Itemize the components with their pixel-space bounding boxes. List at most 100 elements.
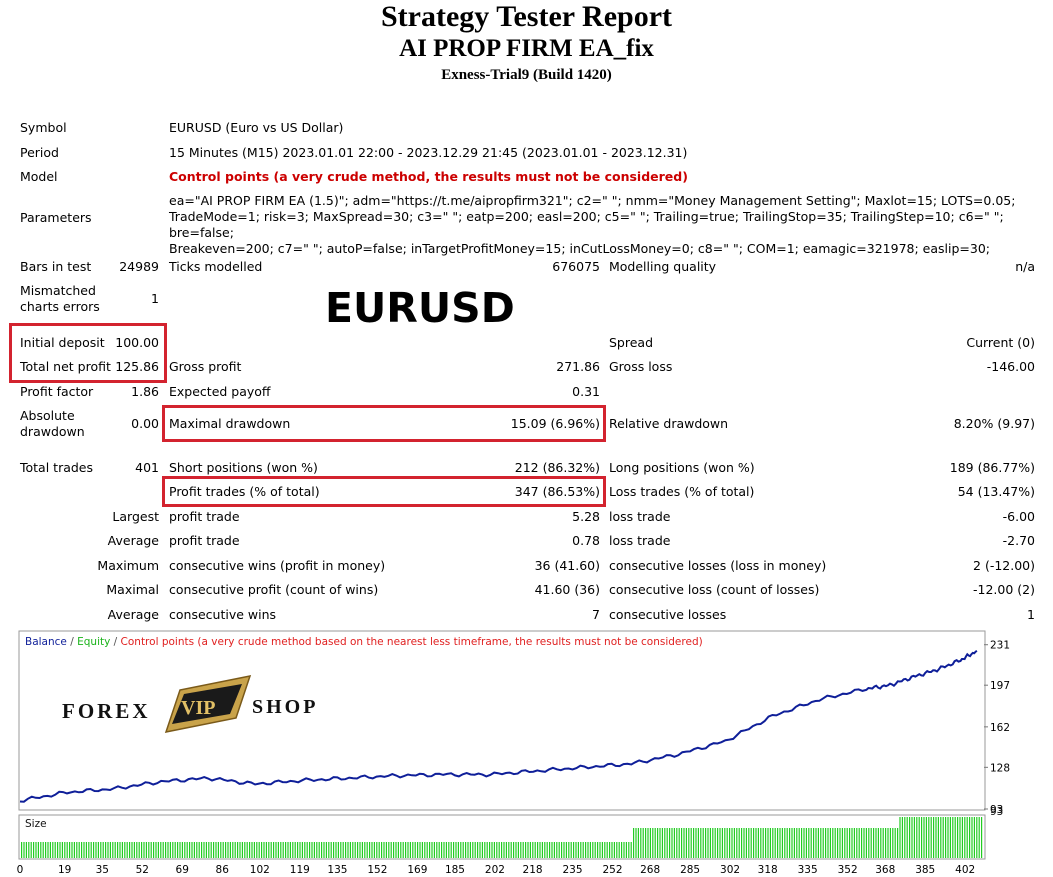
size-bar — [810, 828, 812, 858]
size-bar — [784, 828, 786, 858]
size-bar — [834, 828, 836, 858]
y-tick-label: 231 — [990, 640, 1010, 652]
forex-vip-watermark: FOREX VIP SHOP — [62, 675, 318, 733]
deposit-value: 100.00 — [115, 335, 159, 350]
size-bar — [683, 828, 685, 858]
size-bar — [594, 842, 596, 858]
size-bar — [210, 842, 212, 858]
x-tick-label: 0 — [17, 864, 24, 876]
size-bar — [856, 828, 858, 858]
size-bar — [445, 842, 447, 858]
size-bar — [292, 842, 294, 858]
size-bar — [419, 842, 421, 858]
size-bar — [551, 842, 553, 858]
size-bar — [294, 842, 296, 858]
size-bar — [90, 842, 92, 858]
size-bar — [215, 842, 217, 858]
size-bar — [333, 842, 335, 858]
size-bar — [762, 828, 764, 858]
size-bar — [851, 828, 853, 858]
size-bar — [73, 842, 75, 858]
size-bar — [119, 842, 121, 858]
size-bar — [124, 842, 126, 858]
y-axis: 231 197 162 128 93 — [984, 640, 1010, 816]
ticks-label: Ticks modelled — [169, 259, 263, 274]
size-bar — [232, 842, 234, 858]
size-bar — [690, 828, 692, 858]
size-bar — [234, 842, 236, 858]
size-bar — [304, 842, 306, 858]
size-bar — [441, 842, 443, 858]
size-bar — [705, 828, 707, 858]
size-bar — [613, 842, 615, 858]
size-bar — [577, 842, 579, 858]
size-bar — [625, 842, 627, 858]
size-bar — [261, 842, 263, 858]
size-bar — [345, 842, 347, 858]
size-bar — [172, 842, 174, 858]
size-bar — [741, 828, 743, 858]
size-bar — [237, 842, 239, 858]
size-bar — [688, 828, 690, 858]
size-bar — [616, 842, 618, 858]
maximum-label: Maximum — [97, 558, 159, 573]
size-bar — [712, 828, 714, 858]
size-bar — [736, 828, 738, 858]
size-bar — [793, 828, 795, 858]
size-bar — [952, 817, 954, 858]
x-tick-label: 352 — [838, 864, 858, 876]
x-tick-label: 318 — [758, 864, 778, 876]
size-bar — [299, 842, 301, 858]
size-bar — [865, 828, 867, 858]
size-bar — [405, 842, 407, 858]
expected-payoff-value: 0.31 — [572, 384, 600, 399]
size-bar — [923, 817, 925, 858]
size-bar — [861, 828, 863, 858]
size-bar — [606, 842, 608, 858]
average-profit-value: 0.78 — [572, 533, 600, 548]
size-bar — [347, 842, 349, 858]
y-tick-label: 128 — [990, 762, 1010, 774]
size-bar — [383, 842, 385, 858]
size-bar — [93, 842, 95, 858]
size-bar — [328, 842, 330, 858]
size-bar — [765, 828, 767, 858]
size-bar — [877, 828, 879, 858]
size-bar — [71, 842, 73, 858]
profit-factor-label: Profit factor — [20, 384, 94, 399]
size-bar — [388, 842, 390, 858]
size-bar — [745, 828, 747, 858]
size-bar — [189, 842, 191, 858]
size-bar — [357, 842, 359, 858]
size-bar — [913, 817, 915, 858]
size-bar — [395, 842, 397, 858]
size-bar — [777, 828, 779, 858]
x-tick-label: 169 — [407, 864, 427, 876]
size-bar — [685, 828, 687, 858]
maximal-cons-profit-label: consecutive profit (count of wins) — [169, 582, 379, 597]
avg-cons-wins-value: 7 — [592, 607, 600, 622]
watermark-right: SHOP — [252, 696, 318, 718]
size-bar — [443, 842, 445, 858]
size-bar — [217, 842, 219, 858]
size-bar — [450, 842, 452, 858]
chart-frame — [18, 630, 986, 811]
size-bar — [141, 842, 143, 858]
size-bar — [563, 842, 565, 858]
size-bar — [570, 842, 572, 858]
size-bar — [472, 842, 474, 858]
size-bar — [628, 842, 630, 858]
size-bar — [669, 828, 671, 858]
x-tick-label: 152 — [367, 864, 387, 876]
size-bar — [239, 842, 241, 858]
x-axis: 0 19 35 52 69 86 102 119 135 152 169 185 202 218 235 25… — [17, 864, 976, 876]
size-bar — [841, 828, 843, 858]
mismatch-value: 1 — [151, 291, 159, 306]
max-cons-wins-value: 36 (41.60) — [534, 558, 600, 573]
abs-drawdown-value: 0.00 — [131, 416, 159, 431]
size-bar — [642, 828, 644, 858]
size-bar — [25, 842, 27, 858]
size-bar — [145, 842, 147, 858]
size-bar — [601, 842, 603, 858]
size-bar — [431, 842, 433, 858]
